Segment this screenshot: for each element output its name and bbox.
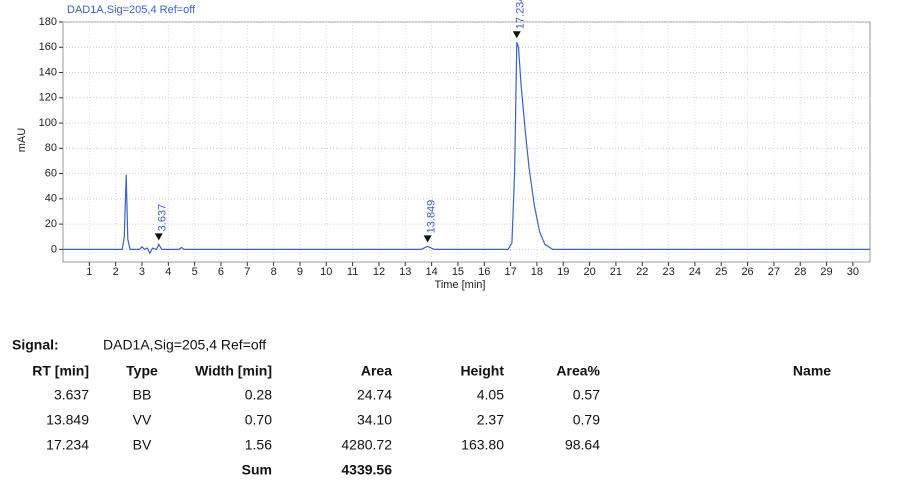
peak-label: 3.637	[157, 204, 169, 232]
table-cell: 98.64	[565, 437, 600, 453]
sum-label: Sum	[242, 462, 272, 478]
plot-frame	[62, 21, 871, 263]
x-tick-label: 29	[820, 266, 832, 278]
x-tick-label: 17	[504, 266, 516, 278]
table-cell: 163.80	[461, 437, 504, 453]
x-tick-label: 11	[347, 266, 358, 278]
table-cell: 34.10	[357, 412, 392, 428]
y-tick-label: 140	[39, 66, 57, 78]
table-cell: 24.74	[357, 387, 392, 403]
y-tick-label: 120	[39, 92, 57, 104]
x-tick-label: 25	[715, 266, 727, 278]
table-cell: 13.849	[46, 412, 89, 428]
x-tick-label: 21	[610, 266, 622, 278]
column-header: Height	[460, 363, 504, 379]
y-tick-label: 100	[39, 117, 57, 129]
table-cell: BB	[133, 387, 152, 403]
x-tick-label: 19	[557, 266, 569, 278]
y-tick-label: 60	[45, 167, 57, 179]
x-tick-label: 22	[636, 266, 648, 278]
table-cell: 17.234	[46, 437, 89, 453]
table-cell: VV	[133, 412, 152, 428]
table-cell: 3.637	[54, 387, 89, 403]
y-tick-label: 0	[51, 243, 57, 255]
x-tick-label: 23	[662, 266, 674, 278]
x-tick-label: 1	[86, 266, 92, 278]
x-tick-label: 26	[741, 266, 753, 278]
x-tick-label: 10	[320, 266, 332, 278]
x-tick-label: 12	[373, 266, 385, 278]
column-header: Area	[361, 363, 392, 379]
table-cell: 0.57	[573, 387, 600, 403]
x-tick-label: 16	[478, 266, 490, 278]
y-axis-label: mAU	[16, 128, 28, 153]
y-tick-label: 80	[45, 142, 57, 154]
table-cell: 0.70	[245, 412, 272, 428]
signal-value: DAD1A,Sig=205,4 Ref=off	[103, 337, 266, 353]
x-tick-label: 30	[847, 266, 859, 278]
x-tick-label: 6	[218, 266, 224, 278]
y-tick-label: 40	[45, 193, 57, 205]
peak-marker	[512, 31, 521, 39]
x-tick-label: 2	[113, 266, 119, 278]
peak-label: 13.849	[426, 200, 438, 234]
column-header: RT [min]	[32, 363, 89, 379]
peak-label: 17.234	[515, 0, 527, 29]
chart-title: DAD1A,Sig=205,4 Ref=off	[67, 4, 196, 16]
table-cell: 4.05	[477, 387, 504, 403]
sum-area: 4339.56	[341, 462, 392, 478]
table-cell: 0.79	[573, 412, 600, 428]
x-tick-label: 13	[399, 266, 411, 278]
x-tick-label: 7	[244, 266, 250, 278]
x-tick-label: 14	[425, 266, 437, 278]
y-tick-label: 20	[45, 218, 57, 230]
table-cell: 0.28	[245, 387, 272, 403]
signal-trace	[63, 42, 870, 255]
x-tick-label: 3	[139, 266, 145, 278]
x-tick-label: 8	[271, 266, 277, 278]
column-header: Area%	[556, 363, 600, 379]
table-cell: 4280.72	[341, 437, 392, 453]
x-tick-label: 4	[165, 266, 171, 278]
column-header: Type	[126, 363, 158, 379]
x-tick-label: 18	[531, 266, 543, 278]
y-tick-label: 160	[39, 41, 57, 53]
table-cell: BV	[133, 437, 152, 453]
y-tick-label: 180	[39, 16, 57, 28]
column-header: Width [min]	[195, 363, 272, 379]
table-cell: 1.56	[245, 437, 272, 453]
column-header: Name	[793, 363, 831, 379]
signal-label: Signal:	[12, 337, 59, 353]
x-tick-label: 27	[768, 266, 780, 278]
x-tick-label: 20	[583, 266, 595, 278]
x-tick-label: 24	[689, 266, 701, 278]
x-axis-label: Time [min]	[435, 279, 486, 291]
peak-marker	[154, 233, 163, 241]
x-tick-label: 15	[452, 266, 464, 278]
table-cell: 2.37	[477, 412, 504, 428]
x-tick-label: 9	[297, 266, 303, 278]
x-tick-label: 5	[192, 266, 198, 278]
x-tick-label: 28	[794, 266, 806, 278]
peak-marker	[423, 235, 432, 243]
